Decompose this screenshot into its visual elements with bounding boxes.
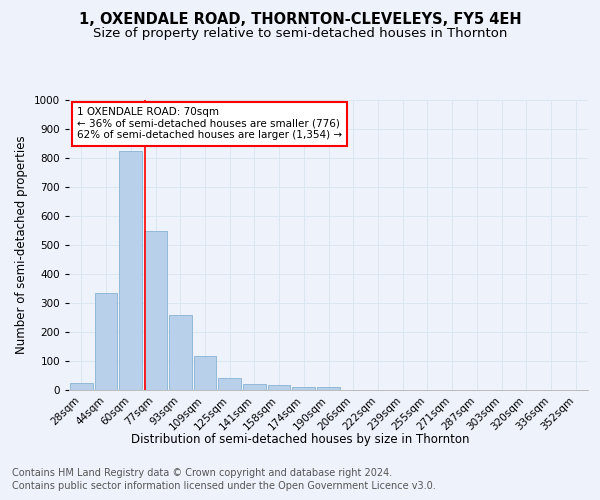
Text: 1, OXENDALE ROAD, THORNTON-CLEVELEYS, FY5 4EH: 1, OXENDALE ROAD, THORNTON-CLEVELEYS, FY… (79, 12, 521, 28)
Text: Contains HM Land Registry data © Crown copyright and database right 2024.: Contains HM Land Registry data © Crown c… (12, 468, 392, 477)
Text: Contains public sector information licensed under the Open Government Licence v3: Contains public sector information licen… (12, 481, 436, 491)
Bar (95, 294, 118, 390)
Text: Distribution of semi-detached houses by size in Thornton: Distribution of semi-detached houses by … (131, 432, 469, 446)
Text: Size of property relative to semi-detached houses in Thornton: Size of property relative to semi-detach… (93, 28, 507, 40)
Bar (169, 315, 191, 390)
Bar (268, 385, 290, 390)
Bar (144, 230, 167, 390)
Bar (119, 151, 142, 390)
Y-axis label: Number of semi-detached properties: Number of semi-detached properties (15, 136, 28, 354)
Bar (218, 378, 241, 390)
Bar (194, 356, 216, 390)
Bar (243, 384, 266, 390)
Bar (292, 386, 315, 390)
Text: 1 OXENDALE ROAD: 70sqm
← 36% of semi-detached houses are smaller (776)
62% of se: 1 OXENDALE ROAD: 70sqm ← 36% of semi-det… (77, 108, 342, 140)
Bar (317, 388, 340, 390)
Bar (70, 383, 93, 390)
